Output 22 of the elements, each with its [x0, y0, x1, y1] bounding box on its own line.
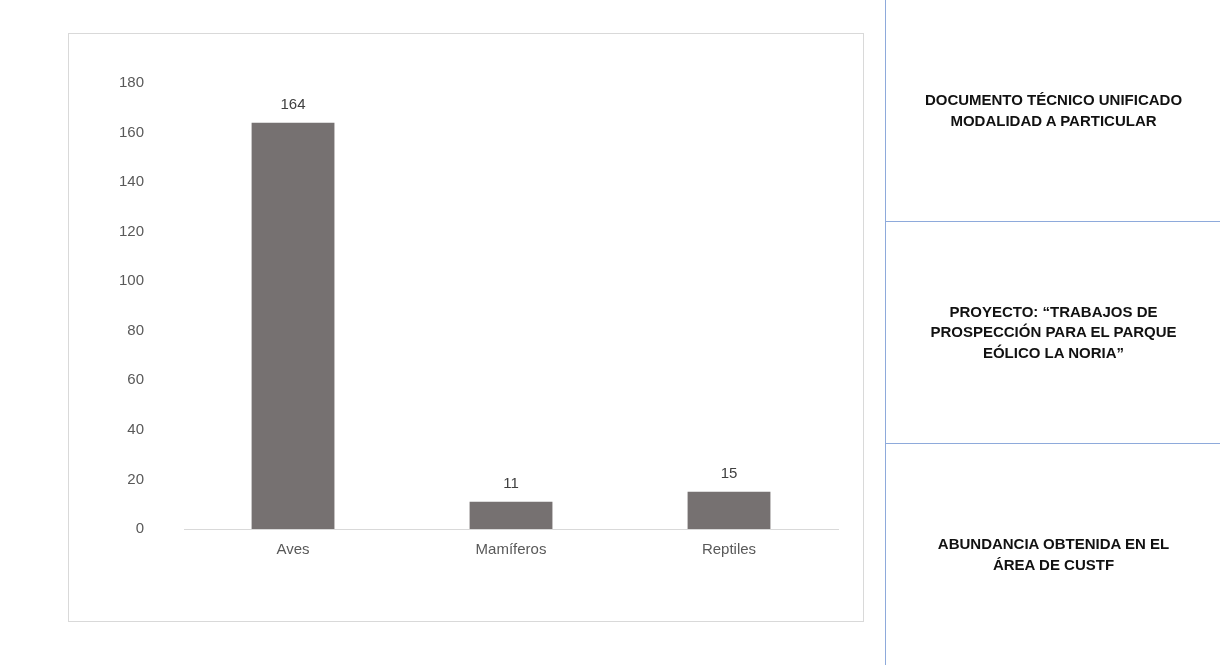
y-tick-label: 60: [127, 370, 145, 388]
x-tick-label: Mamíferos: [475, 540, 547, 558]
y-tick-label: 0: [135, 519, 145, 537]
x-tick-label: Reptiles: [701, 540, 757, 558]
text: PROYECTO: “TRABAJOS DE PROSPECCIÓN PARA EL PARQUE EÓLICO LA NORIA”: [886, 222, 1220, 444]
bar: [469, 501, 553, 529]
data-label: 15: [720, 464, 738, 482]
data-label: 11: [503, 474, 519, 492]
y-tick-label: 120: [119, 221, 145, 239]
y-tick-label: 40: [127, 420, 145, 438]
bar: [251, 122, 335, 529]
text: ABUNDANCIA OBTENIDA EN EL ÁREA DE CUSTF: [936, 534, 1171, 575]
y-tick-label: 140: [119, 172, 145, 190]
data-label: 164: [280, 95, 306, 113]
y-tick-label: 180: [119, 73, 145, 91]
y-tick-label: 160: [119, 122, 145, 140]
y-tick-label: 100: [119, 271, 145, 289]
text: DOCUMENTO TÉCNICO UNIFICADO MODALIDAD A PARTICULAR: [886, 0, 1220, 222]
x-tick-label: Aves: [276, 540, 310, 558]
bar: [687, 491, 771, 529]
y-tick-label: 80: [127, 320, 145, 338]
y-tick-label: 20: [127, 469, 145, 487]
